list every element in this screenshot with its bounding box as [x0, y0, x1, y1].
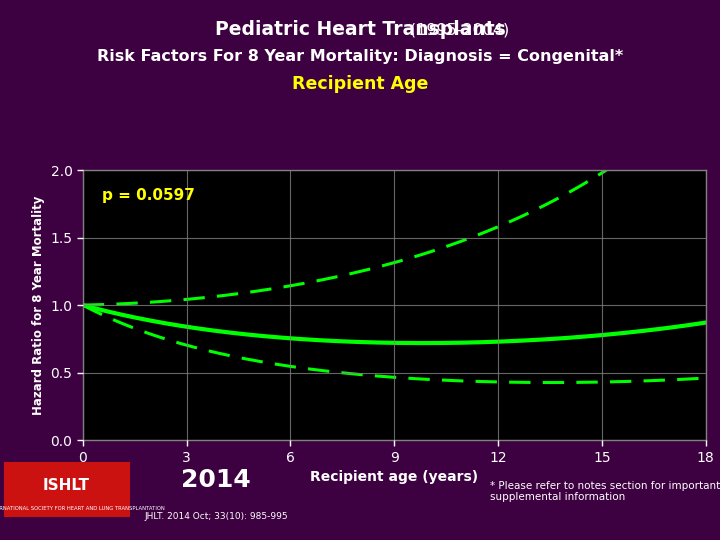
Text: ISHLT: ISHLT	[42, 478, 90, 493]
Text: Pediatric Heart Transplants: Pediatric Heart Transplants	[215, 20, 505, 39]
X-axis label: Recipient age (years): Recipient age (years)	[310, 470, 478, 484]
Text: Recipient Age: Recipient Age	[292, 75, 428, 93]
Text: JHLT. 2014 Oct; 33(10): 985-995: JHLT. 2014 Oct; 33(10): 985-995	[144, 512, 288, 521]
Text: 2014: 2014	[181, 468, 251, 492]
Bar	[4, 462, 130, 517]
Text: (1995-2004): (1995-2004)	[210, 22, 510, 37]
Text: p = 0.0597: p = 0.0597	[102, 188, 194, 203]
Text: Risk Factors For 8 Year Mortality: Diagnosis = Congenital*: Risk Factors For 8 Year Mortality: Diagn…	[97, 49, 623, 64]
Text: ISHLT • INTERNATIONAL SOCIETY FOR HEART AND LUNG TRANSPLANTATION: ISHLT • INTERNATIONAL SOCIETY FOR HEART …	[0, 505, 165, 511]
Y-axis label: Hazard Ratio for 8 Year Mortality: Hazard Ratio for 8 Year Mortality	[32, 195, 45, 415]
Text: * Please refer to notes section for important
supplemental information: * Please refer to notes section for impo…	[490, 481, 720, 502]
